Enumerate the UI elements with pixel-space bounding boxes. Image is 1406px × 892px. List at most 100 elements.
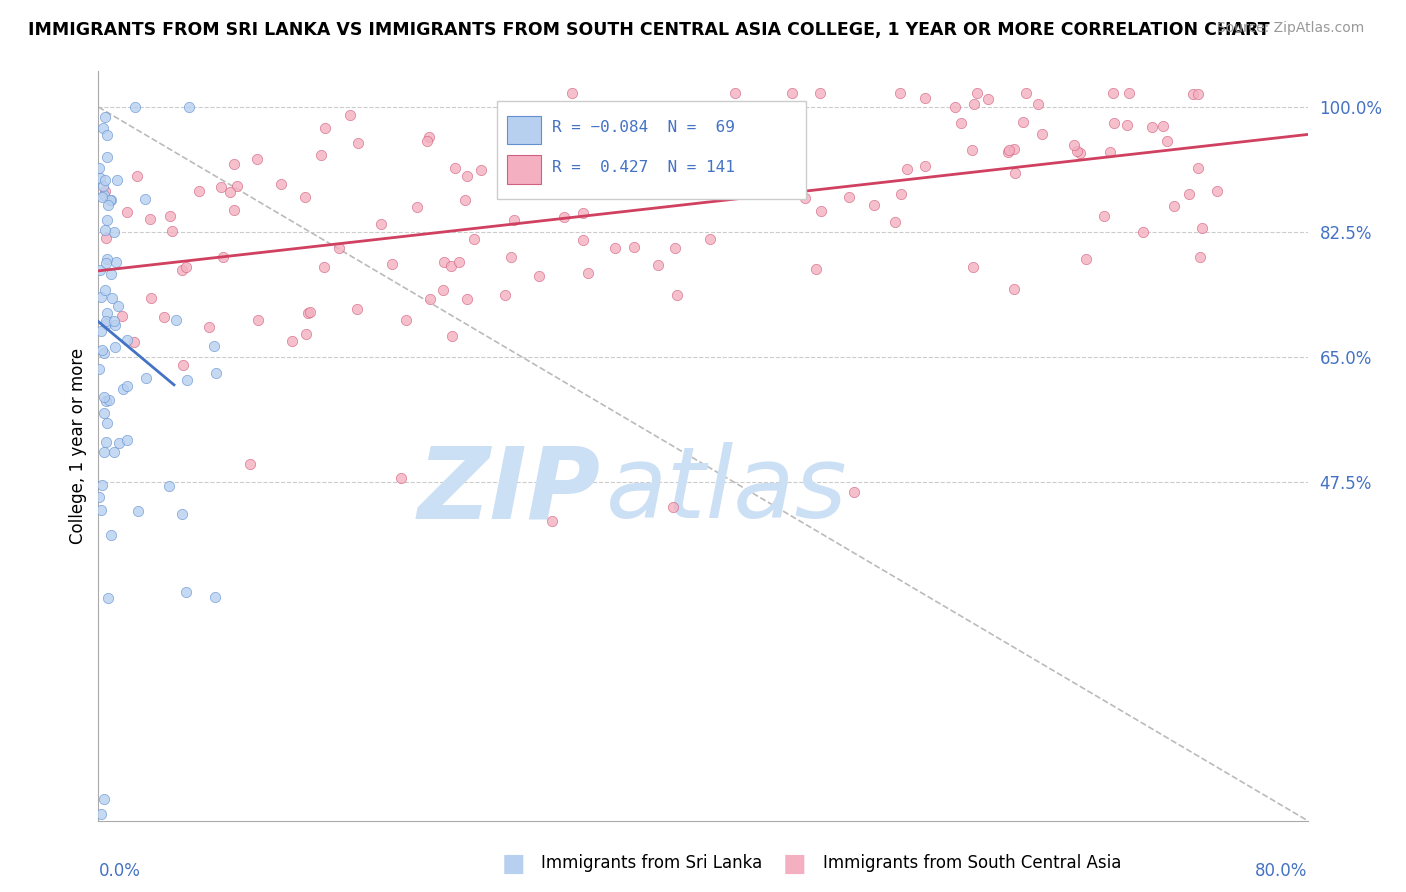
Point — [103, 225, 125, 239]
Point — [135, 371, 157, 385]
Text: ■: ■ — [783, 852, 806, 875]
Point — [623, 240, 645, 254]
Point — [122, 335, 145, 350]
Point — [943, 100, 966, 114]
Point — [914, 91, 936, 105]
Point — [100, 193, 122, 207]
Point — [93, 346, 115, 360]
Point — [1099, 145, 1122, 160]
Point — [679, 120, 702, 135]
Point — [101, 291, 124, 305]
Point — [346, 136, 368, 150]
Point — [389, 471, 412, 485]
Point — [977, 92, 1000, 106]
Point — [765, 172, 787, 186]
Point — [115, 433, 138, 447]
Point — [202, 338, 225, 352]
Point — [90, 190, 112, 204]
Point — [440, 259, 463, 273]
Point — [107, 299, 129, 313]
Point — [294, 190, 316, 204]
Point — [90, 806, 112, 821]
Point — [1004, 142, 1026, 156]
Point — [576, 266, 599, 280]
Point — [1156, 134, 1178, 148]
Text: 80.0%: 80.0% — [1256, 862, 1308, 880]
Point — [247, 313, 270, 327]
Point — [794, 191, 817, 205]
Point — [159, 209, 181, 223]
Point — [889, 86, 911, 100]
Point — [949, 116, 972, 130]
Point — [165, 313, 187, 327]
Point — [896, 161, 918, 176]
Point — [172, 359, 194, 373]
Point — [139, 291, 162, 305]
Point — [134, 192, 156, 206]
Point — [90, 289, 112, 303]
Point — [406, 201, 429, 215]
Point — [104, 340, 127, 354]
Point — [97, 591, 120, 605]
Text: IMMIGRANTS FROM SRI LANKA VS IMMIGRANTS FROM SOUTH CENTRAL ASIA COLLEGE, 1 YEAR : IMMIGRANTS FROM SRI LANKA VS IMMIGRANTS … — [28, 21, 1270, 38]
Point — [172, 263, 194, 277]
Point — [127, 503, 149, 517]
Point — [1182, 87, 1205, 102]
Point — [222, 203, 245, 218]
Point — [966, 86, 988, 100]
Point — [586, 168, 609, 182]
Point — [96, 212, 118, 227]
Point — [1002, 282, 1025, 296]
Point — [117, 333, 139, 347]
Point — [443, 161, 465, 176]
Point — [707, 99, 730, 113]
Point — [96, 306, 118, 320]
Point — [463, 232, 485, 246]
Point — [115, 205, 138, 219]
Point — [111, 310, 134, 324]
Point — [492, 129, 515, 144]
Point — [499, 251, 522, 265]
Point — [93, 390, 115, 404]
Point — [94, 394, 117, 409]
Point — [666, 288, 689, 302]
Point — [225, 179, 247, 194]
Point — [93, 792, 115, 806]
Text: Source: ZipAtlas.com: Source: ZipAtlas.com — [1216, 21, 1364, 35]
Point — [370, 217, 392, 231]
Point — [561, 86, 583, 100]
Point — [90, 503, 112, 517]
Point — [93, 406, 115, 420]
Point — [328, 241, 350, 255]
Point — [1092, 209, 1115, 223]
Point — [1004, 166, 1026, 180]
Point — [97, 392, 120, 407]
Point — [1132, 225, 1154, 239]
Point — [94, 435, 117, 450]
Point — [346, 302, 368, 317]
Point — [295, 326, 318, 341]
Point — [1163, 199, 1185, 213]
Point — [97, 198, 120, 212]
Point — [127, 169, 149, 183]
Point — [298, 305, 321, 319]
Point — [810, 203, 832, 218]
Point — [212, 250, 235, 264]
Point — [997, 145, 1019, 159]
Point — [962, 260, 984, 275]
Point — [103, 444, 125, 458]
Point — [157, 479, 180, 493]
Point — [863, 198, 886, 212]
Point — [703, 126, 725, 140]
Point — [1187, 161, 1209, 176]
Point — [93, 184, 115, 198]
Point — [433, 255, 456, 269]
Point — [1063, 137, 1085, 152]
Point — [1116, 119, 1139, 133]
Point — [699, 231, 721, 245]
Point — [647, 258, 669, 272]
Point — [124, 100, 146, 114]
Point — [963, 97, 986, 112]
Text: R = −0.084  N =  69: R = −0.084 N = 69 — [551, 120, 735, 135]
Point — [91, 121, 114, 136]
